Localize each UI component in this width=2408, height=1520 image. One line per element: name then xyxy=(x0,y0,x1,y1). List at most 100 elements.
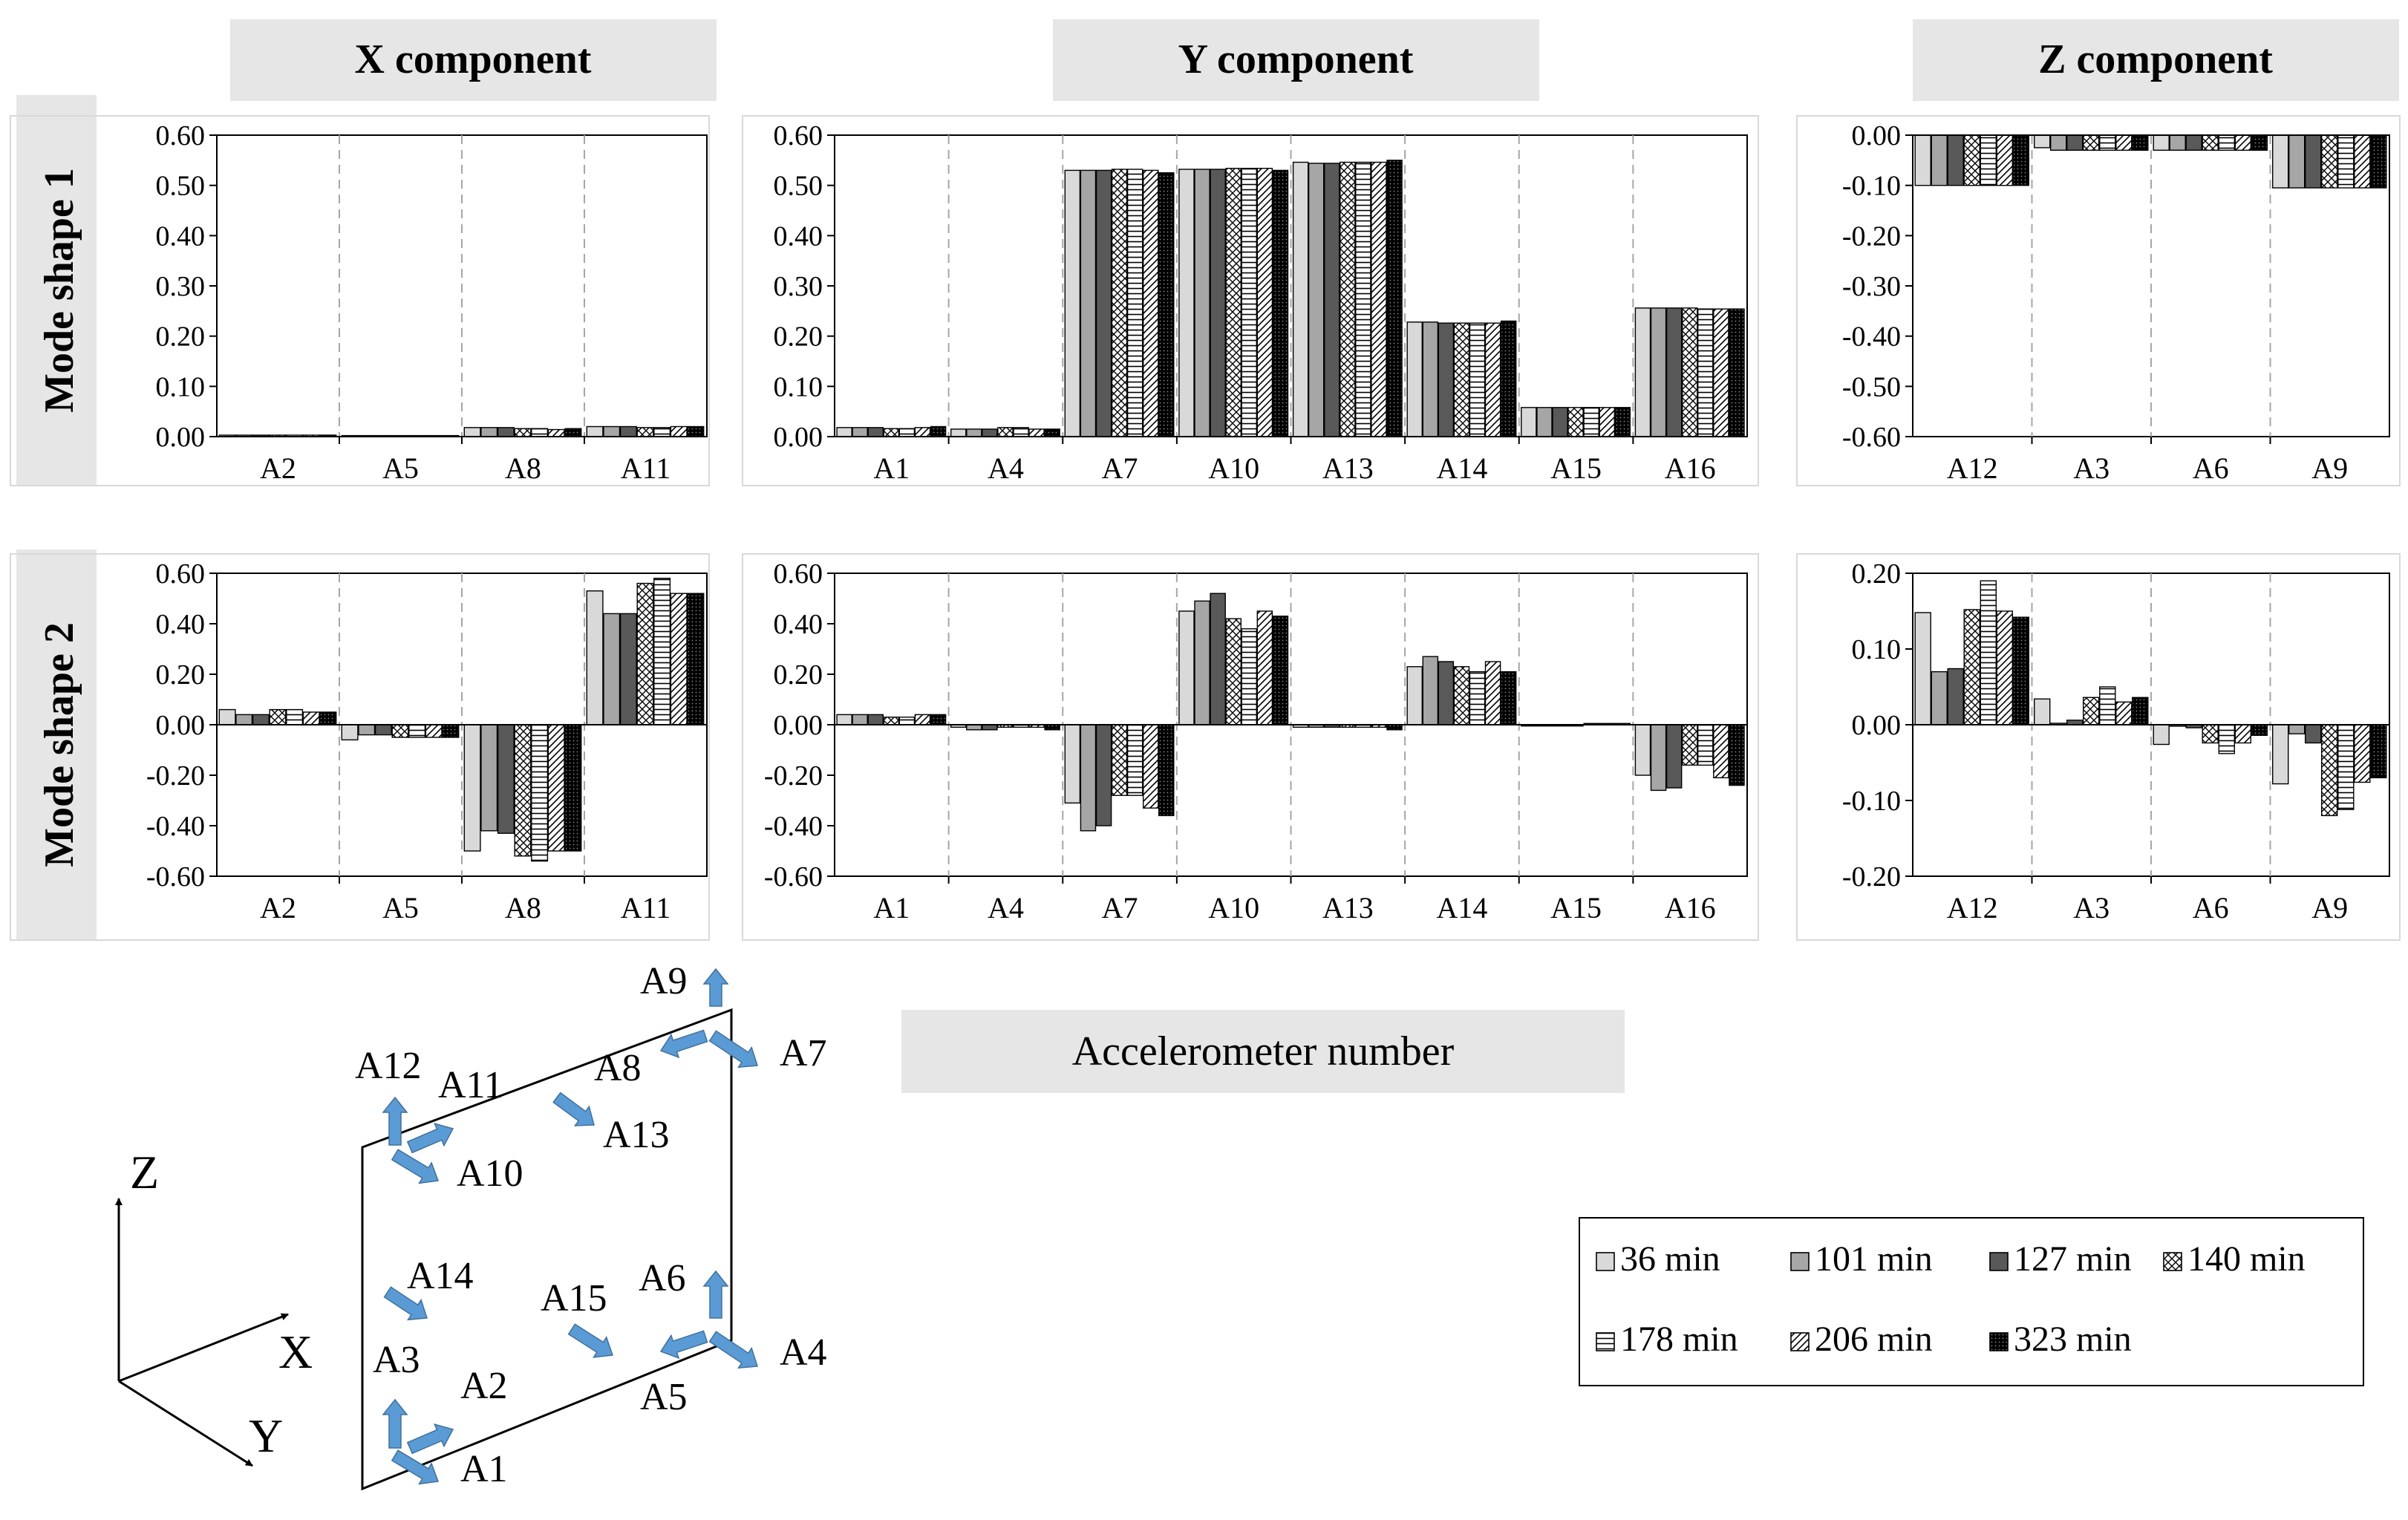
x-tick-label: A1 xyxy=(873,451,910,485)
bar xyxy=(966,428,982,437)
bar xyxy=(1484,322,1501,437)
sensor-arrow xyxy=(391,1449,440,1485)
chart-frame xyxy=(1796,115,2401,486)
bar xyxy=(463,724,481,852)
bar xyxy=(1500,671,1517,725)
bar xyxy=(2066,134,2084,151)
x-tick-label: A5 xyxy=(382,451,419,485)
bar xyxy=(1980,134,1997,186)
x-tick-label: A15 xyxy=(1550,891,1602,924)
bar xyxy=(1567,407,1584,437)
bar xyxy=(1386,724,1403,731)
bar xyxy=(1194,600,1210,725)
bar xyxy=(1158,724,1175,817)
bar xyxy=(391,724,409,738)
sensor-label: A13 xyxy=(603,1114,670,1156)
bar xyxy=(586,590,604,725)
bar xyxy=(1126,724,1143,796)
column-title-z: Z component xyxy=(2038,36,2273,82)
sensor-labels: A9 A12 A11 A8 A7 A13 A10 A14 A15 A6 A3 A2 A4 A5 A1 xyxy=(355,960,827,1490)
chart-frame xyxy=(10,115,710,486)
legend-label: 101 min xyxy=(1815,1239,1933,1279)
legend-label: 178 min xyxy=(1620,1320,1738,1359)
bar xyxy=(1500,320,1517,437)
y-tick-label: -0.30 xyxy=(1842,271,1901,302)
sensor-arrow xyxy=(391,1149,440,1184)
bar xyxy=(1013,427,1029,437)
bar xyxy=(1210,169,1226,437)
y-tick-label: 0.00 xyxy=(1852,710,1902,741)
y-tick-label: 0.40 xyxy=(774,221,823,252)
bar xyxy=(1142,169,1159,437)
bar xyxy=(1241,628,1257,725)
bar xyxy=(1406,322,1423,437)
y-tick-label: 0.00 xyxy=(774,710,823,741)
x-tick-label: A3 xyxy=(2073,451,2110,485)
bar xyxy=(1697,724,1714,766)
y-tick-label: 0.10 xyxy=(1852,634,1902,665)
bar xyxy=(2169,134,2186,151)
sensor-label: A15 xyxy=(541,1277,607,1320)
bar xyxy=(2033,134,2051,149)
y-tick-label: 0.20 xyxy=(1852,558,1902,590)
legend-swatch xyxy=(1790,1332,1810,1351)
bar xyxy=(547,428,565,437)
bar xyxy=(687,593,705,725)
bar xyxy=(2202,134,2219,151)
bar xyxy=(218,708,236,725)
bar xyxy=(1729,724,1745,786)
x-tick-label: A11 xyxy=(621,891,670,924)
y-tick-label: 0.20 xyxy=(156,322,206,353)
x-tick-label: A16 xyxy=(1665,891,1716,924)
bar xyxy=(2099,134,2116,151)
chart-frame xyxy=(1796,553,2401,941)
bar xyxy=(480,427,498,437)
bar xyxy=(982,428,998,437)
bar xyxy=(1521,407,1537,437)
bar xyxy=(286,708,304,725)
bar xyxy=(653,427,671,437)
bar xyxy=(852,714,868,725)
bar xyxy=(1634,724,1651,776)
bar xyxy=(1583,407,1599,437)
x-tick-label: A7 xyxy=(1102,891,1138,924)
bar xyxy=(1484,661,1501,725)
x-tick-label: A9 xyxy=(2311,891,2348,924)
row-header-2: Mode shape 2 xyxy=(16,549,97,940)
y-tick-label: 0.50 xyxy=(774,171,823,202)
bar xyxy=(950,428,967,437)
y-tick-label: 0.60 xyxy=(774,558,823,590)
bar xyxy=(497,724,515,834)
bar xyxy=(2288,724,2306,734)
x-tick-label: A7 xyxy=(1102,451,1138,485)
sensor-label: A7 xyxy=(780,1032,827,1074)
x-tick-label: A11 xyxy=(621,451,670,485)
sensor-label: A5 xyxy=(640,1376,688,1418)
bar xyxy=(1438,661,1455,725)
x-tick-label: A14 xyxy=(1436,451,1487,485)
bar xyxy=(2153,724,2170,746)
bar xyxy=(930,714,947,725)
bar xyxy=(1599,407,1615,437)
y-tick-label: 0.50 xyxy=(156,171,206,202)
bar xyxy=(636,582,654,725)
bar xyxy=(2049,134,2067,151)
y-tick-label: -0.40 xyxy=(764,811,823,842)
sensor-arrow xyxy=(382,1096,408,1146)
y-tick-label: -0.60 xyxy=(1842,422,1901,453)
y-tick-label: 0.20 xyxy=(774,659,823,691)
column-header-y: Y component xyxy=(1053,19,1539,101)
chart-frame xyxy=(742,553,1759,941)
x-tick-label: A13 xyxy=(1322,891,1374,924)
sensor-arrow xyxy=(552,1092,595,1126)
y-tick-label: 0.20 xyxy=(774,322,823,353)
x-tick-label: A9 xyxy=(2311,451,2348,485)
sensor-arrow xyxy=(382,1398,408,1449)
bar xyxy=(1158,172,1175,437)
sensor-label: A10 xyxy=(457,1152,523,1195)
y-tick-label: 0.00 xyxy=(156,422,206,453)
bar xyxy=(1681,724,1698,766)
y-tick-label: 0.60 xyxy=(156,120,206,151)
y-tick-label: 0.30 xyxy=(156,271,206,302)
bar xyxy=(341,724,359,741)
